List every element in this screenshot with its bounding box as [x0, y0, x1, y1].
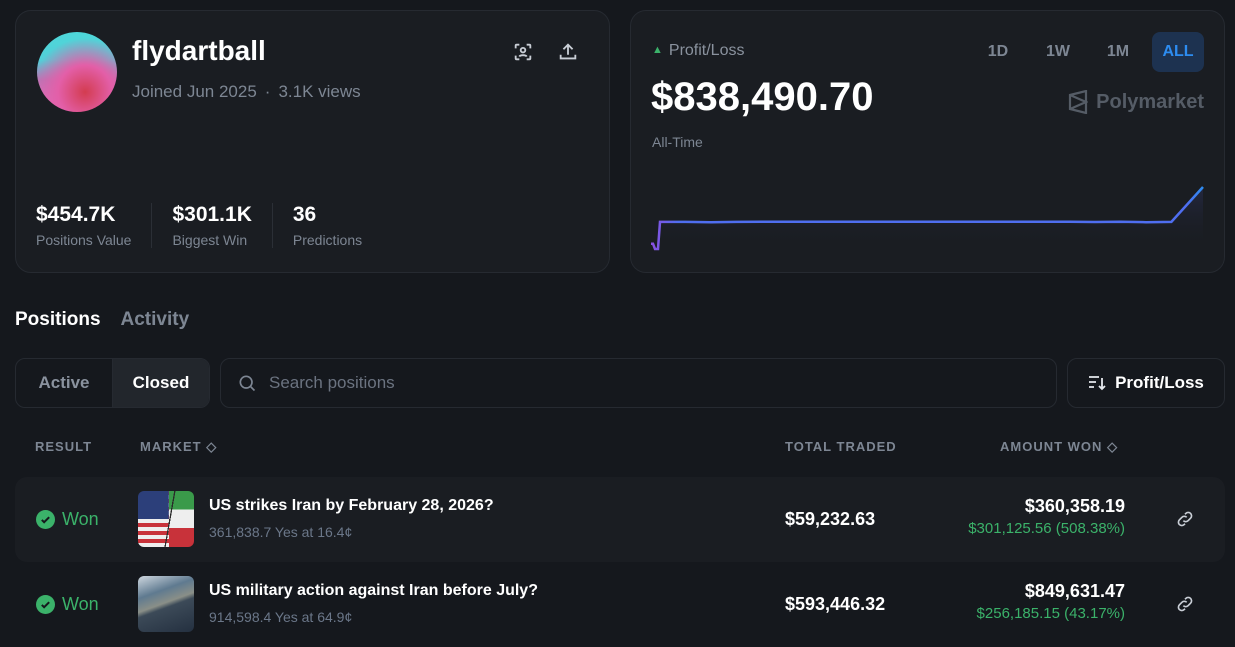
stat-value: 36: [292, 203, 317, 226]
polymarket-logo-icon: [1069, 90, 1089, 114]
profile-card: flydartball Joined Jun 2025 · 3.1K views $…: [15, 10, 610, 273]
result-text: Won: [62, 594, 99, 614]
table-row[interactable]: Won US strikes Iran by February 28, 2026…: [15, 477, 1225, 562]
profile-stats: $454.7K Positions Value $301.1K Biggest Wi…: [36, 203, 402, 248]
tab-activity[interactable]: Activity: [120, 309, 190, 330]
separator: ·: [264, 82, 271, 101]
stat-value: $301.1K: [172, 203, 252, 226]
joined-date: Joined Jun 2025: [132, 82, 257, 101]
stat-label: Biggest Win: [172, 232, 248, 248]
header-result: RESULT: [35, 439, 93, 454]
link-icon[interactable]: [1175, 594, 1195, 614]
result-text: Won: [62, 509, 99, 529]
amount-won-value: $849,631.47: [1024, 581, 1125, 601]
toggle-active[interactable]: Active: [38, 373, 90, 392]
username: flydartball: [132, 35, 266, 66]
range-all[interactable]: ALL: [1152, 32, 1204, 72]
check-circle-icon: [36, 510, 55, 529]
market-position: 361,838.7 Yes at 16.4¢: [209, 524, 353, 540]
polymarket-brand: Polymarket: [1068, 90, 1204, 114]
stat-positions-value: $454.7K Positions Value: [36, 203, 153, 248]
avatar: [37, 32, 117, 112]
stat-value: $454.7K: [36, 203, 116, 226]
market-title[interactable]: US military action against Iran before J…: [209, 582, 538, 599]
check-circle-icon: [36, 595, 55, 614]
search-box: [220, 358, 1057, 408]
amount-won: $849,631.47 $256,185.15 (43.17%): [977, 581, 1125, 622]
range-1d[interactable]: 1D: [987, 43, 1009, 60]
total-traded: $593,446.32: [785, 594, 886, 614]
range-1w[interactable]: 1W: [1046, 43, 1070, 60]
tab-positions[interactable]: Positions: [15, 309, 101, 330]
sort-button[interactable]: Profit/Loss: [1067, 358, 1225, 408]
profit-value: $301,125.56 (508.38%): [968, 520, 1125, 537]
toggle-closed[interactable]: Closed: [112, 359, 209, 407]
result-badge: Won: [36, 594, 99, 615]
stat-biggest-win: $301.1K Biggest Win: [172, 203, 273, 248]
header-amount-won[interactable]: AMOUNT WON ◇: [1000, 439, 1118, 455]
range-1m[interactable]: 1M: [1106, 43, 1130, 60]
profile-meta: Joined Jun 2025 · 3.1K views: [132, 82, 361, 102]
status-toggle: Active Closed: [15, 358, 210, 408]
brand-name: Polymarket: [1096, 90, 1204, 113]
amount-won-value: $360,358.19: [1024, 496, 1125, 516]
table-row[interactable]: Won US military action against Iran befo…: [15, 562, 1225, 647]
market-thumbnail-warship: [138, 576, 194, 632]
amount-won: $360,358.19 $301,125.56 (508.38%): [968, 496, 1125, 537]
sort-label: Profit/Loss: [1115, 373, 1204, 392]
header-market-label: MARKET: [140, 439, 202, 454]
market-title[interactable]: US strikes Iran by February 28, 2026?: [209, 497, 494, 514]
search-icon: [239, 375, 256, 392]
pnl-chart: [651, 186, 1204, 251]
pnl-label: ▲ Profit/Loss: [652, 42, 744, 60]
stat-predictions: 36 Predictions: [293, 203, 382, 248]
profit-value: $256,185.15 (43.17%): [976, 605, 1125, 622]
header-amount-won-label: AMOUNT WON: [1000, 439, 1103, 454]
section-tabs: Positions Activity: [15, 309, 189, 331]
stat-label: Positions Value: [36, 232, 132, 248]
search-input[interactable]: [269, 373, 969, 393]
profit-loss-card: ▲ Profit/Loss 1D 1W 1M ALL $838,490.70 Po…: [630, 10, 1225, 273]
market-position: 914,598.4 Yes at 64.9¢: [209, 609, 353, 625]
pnl-period: All-Time: [652, 134, 703, 150]
total-traded: $59,232.63: [785, 509, 876, 529]
stat-label: Predictions: [292, 232, 363, 248]
link-icon[interactable]: [1175, 509, 1195, 529]
pnl-area: [651, 187, 1203, 249]
result-badge: Won: [36, 509, 99, 530]
pnl-line: [651, 186, 1204, 251]
sort-diamond-icon: ◇: [206, 439, 218, 454]
sort-icon: [1089, 376, 1106, 391]
scan-profile-icon[interactable]: [512, 41, 534, 63]
triangle-up-icon: ▲: [652, 44, 663, 56]
header-total-traded: TOTAL TRADED: [785, 439, 897, 454]
pnl-label-text: Profit/Loss: [668, 42, 745, 59]
view-count: 3.1K views: [278, 82, 361, 101]
market-thumbnail-us-iran-flags: [138, 491, 194, 547]
sort-diamond-icon: ◇: [1107, 439, 1119, 454]
header-market[interactable]: MARKET ◇: [140, 439, 217, 455]
range-selector: 1D 1W 1M ALL: [972, 32, 1204, 72]
share-icon[interactable]: [557, 41, 579, 63]
pnl-value: $838,490.70: [651, 75, 874, 119]
